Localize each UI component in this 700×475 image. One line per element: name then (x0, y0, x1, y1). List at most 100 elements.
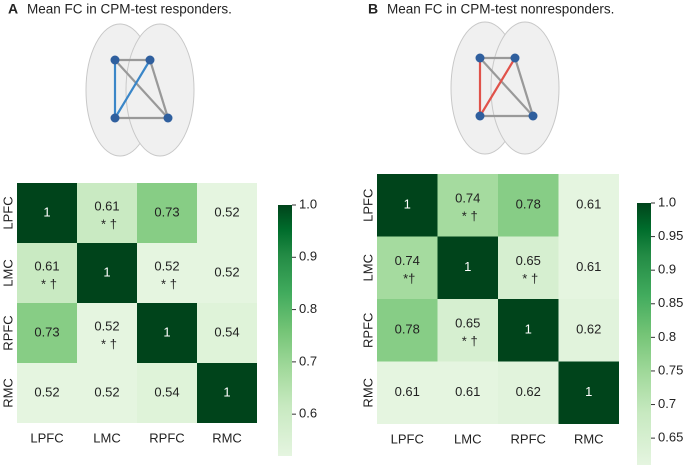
heatmap-cell (197, 183, 257, 243)
heatmap-cell (17, 363, 77, 423)
chart-title: Mean FC in CPM-test nonresponders. (387, 2, 614, 17)
brain-node (475, 53, 485, 63)
colorbar-tick-label: 0.65 (658, 430, 683, 445)
x-tick-label: LPFC (30, 430, 63, 445)
y-tick-label: RMC (360, 378, 375, 408)
cell-value: 0.78 (395, 322, 420, 337)
heatmap-cell (498, 174, 559, 237)
cell-value: 1 (404, 197, 411, 212)
cell-value: 0.52 (214, 204, 239, 219)
heatmap-cell (77, 303, 137, 363)
heatmap-cell (498, 236, 559, 299)
colorbar-tick-label: 0.7 (658, 396, 676, 411)
heatmap-cell (498, 361, 559, 424)
cell-value: 0.52 (94, 384, 119, 399)
colorbar-tick-label: 0.95 (658, 228, 683, 243)
colorbar-tick-label: 0.7 (299, 353, 317, 368)
heatmap-cell (437, 236, 498, 299)
heatmap-cell (137, 243, 197, 303)
cell-value: 0.61 (576, 259, 601, 274)
y-tick-label: LMC (360, 254, 375, 281)
cell-value: 1 (103, 264, 110, 279)
heatmap-cell (558, 174, 619, 237)
cell-value: 0.61 (455, 384, 480, 399)
heatmap-cell (137, 363, 197, 423)
y-tick-label: RMC (0, 378, 15, 408)
cell-value: 0.54 (154, 384, 179, 399)
cell-value: 0.61 (94, 198, 119, 213)
brain-node (163, 113, 173, 123)
brain-edge (479, 57, 534, 117)
cell-value: 1 (525, 322, 532, 337)
heatmap-cell (377, 236, 438, 299)
heatmap-cell (197, 243, 257, 303)
heatmap-cell (558, 361, 619, 424)
heatmap-cell (377, 361, 438, 424)
cell-value: 0.78 (516, 197, 541, 212)
panel-label: A (8, 1, 18, 17)
heatmap-cell (137, 183, 197, 243)
brain-node (475, 111, 485, 121)
colorbar-tick-label: 0.8 (658, 329, 676, 344)
colorbar-tick-label: 0.9 (658, 262, 676, 277)
cell-value: 0.61 (34, 258, 59, 273)
brain-node (110, 113, 120, 123)
cell-value: 0.74 (395, 253, 420, 268)
heatmap-cell (558, 299, 619, 362)
chart-title: Mean FC in CPM-test responders. (27, 2, 232, 17)
colorbar-tick-label: 0.85 (658, 295, 683, 310)
cell-value: 0.52 (154, 258, 179, 273)
brain-node (510, 53, 520, 63)
cell-value: 1 (585, 384, 592, 399)
cell-value: 0.52 (214, 264, 239, 279)
x-tick-label: RPFC (149, 430, 184, 445)
cell-value: 0.62 (516, 384, 541, 399)
colorbar-tick-label: 0.6 (299, 406, 317, 421)
brain-edge (114, 59, 151, 119)
cell-value: 1 (163, 324, 170, 339)
colorbar-tick-label: 0.8 (299, 301, 317, 316)
cell-value: 0.52 (34, 384, 59, 399)
brain-edge (114, 59, 169, 119)
cell-note: * † (462, 334, 478, 349)
heatmap-cell (17, 243, 77, 303)
x-tick-label: LMC (454, 431, 481, 446)
y-tick-label: RPFC (360, 313, 375, 348)
cell-note: * † (101, 336, 117, 351)
cell-value: 0.65 (455, 316, 480, 331)
heatmap-cell (197, 303, 257, 363)
heatmap-cell (437, 361, 498, 424)
colorbar-tick-label: 1.0 (658, 194, 676, 209)
colorbar (637, 203, 651, 465)
cell-value: 0.74 (455, 191, 480, 206)
cell-value: 0.52 (94, 318, 119, 333)
heatmap-cell (137, 303, 197, 363)
y-tick-label: LMC (0, 259, 15, 286)
cell-value: 0.61 (395, 384, 420, 399)
y-tick-label: LPFC (0, 196, 15, 229)
y-tick-label: LPFC (360, 189, 375, 222)
heatmap-cell (77, 243, 137, 303)
heatmap-cell (377, 299, 438, 362)
cell-note: * † (522, 271, 538, 286)
x-tick-label: RMC (574, 431, 604, 446)
heatmap-cell (437, 174, 498, 237)
colorbar-tick-label: 0.9 (299, 249, 317, 264)
cell-value: 0.65 (516, 253, 541, 268)
brain-edge (513, 57, 535, 117)
cell-value: 0.73 (34, 324, 59, 339)
cell-note: *† (403, 271, 415, 286)
brain-node (145, 55, 155, 65)
cell-note: * † (161, 276, 177, 291)
cell-value: 1 (223, 384, 230, 399)
cell-value: 0.73 (154, 204, 179, 219)
cell-value: 1 (43, 204, 50, 219)
heatmap-cell (558, 236, 619, 299)
heatmap-cell (77, 363, 137, 423)
x-tick-label: LMC (93, 430, 120, 445)
x-tick-label: RMC (212, 430, 242, 445)
panel-label: B (368, 1, 378, 17)
colorbar-tick-label: 0.75 (658, 362, 683, 377)
x-tick-label: LPFC (391, 431, 424, 446)
